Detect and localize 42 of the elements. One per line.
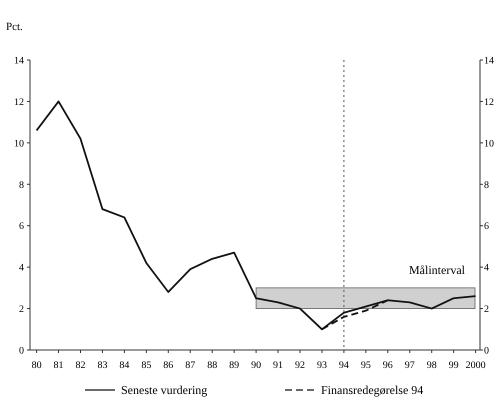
x-tick-label: 2000	[466, 360, 486, 371]
legend-label: Finansredegørelse 94	[321, 383, 424, 397]
x-tick-label: 99	[448, 360, 459, 371]
x-tick-label: 94	[338, 360, 349, 371]
x-tick-label: 81	[54, 360, 64, 371]
y-tick-label: 14	[14, 56, 24, 66]
y-tick-label: 0	[19, 346, 24, 356]
y-tick-label: 2	[19, 304, 24, 316]
y-tick-label: 8	[19, 180, 24, 191]
x-tick-label: 80	[32, 360, 42, 371]
x-tick-label: 96	[382, 360, 393, 371]
x-tick-label: 92	[295, 360, 305, 371]
y-tick-label: 10	[14, 138, 24, 150]
y2-tick-label: 12	[484, 96, 494, 108]
x-tick-label: 91	[273, 360, 284, 371]
y-tick-label: 6	[19, 221, 24, 232]
band-label: Målinterval	[409, 262, 466, 277]
x-tick-label: 90	[251, 360, 262, 371]
x-tick-label: 83	[97, 360, 108, 371]
x-tick-label: 86	[163, 360, 174, 371]
line-series	[36, 100, 477, 330]
y2-tick-label: 10	[484, 138, 494, 150]
y2-tick-label: 2	[484, 304, 489, 316]
x-tick-label: 87	[185, 360, 196, 371]
y2-tick-label: 14	[484, 56, 494, 66]
y2-tick-label: 0	[484, 346, 489, 356]
x-tick-label: 95	[360, 360, 371, 371]
x-tick-label: 89	[229, 360, 240, 371]
y2-tick-label: 6	[484, 221, 489, 232]
x-tick-label: 97	[404, 360, 415, 371]
y-axis-title: Pct.	[6, 21, 24, 33]
x-tick-label: 85	[141, 360, 152, 371]
x-tick-label: 84	[119, 360, 130, 371]
x-tick-label: 98	[426, 360, 437, 371]
y2-tick-label: 8	[484, 180, 489, 191]
x-tick-label: 93	[316, 360, 327, 371]
y-tick-label: 12	[14, 96, 24, 108]
legend-label: Seneste vurdering	[121, 383, 208, 397]
x-tick-label: 82	[75, 360, 86, 371]
x-tick-label: 88	[207, 360, 218, 371]
y-tick-label: 4	[19, 262, 24, 274]
y2-tick-label: 4	[484, 262, 489, 274]
